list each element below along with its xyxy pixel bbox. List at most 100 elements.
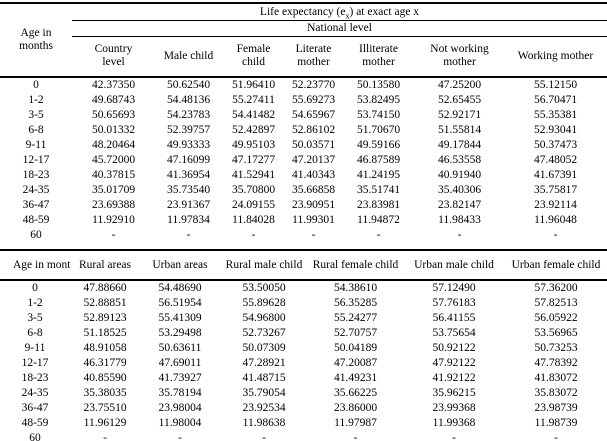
value-cell: 49.17844 — [437, 139, 482, 151]
value-cell: 53.74150 — [356, 109, 401, 121]
value-cell: 40.91940 — [437, 169, 482, 181]
table-row: 3-5 50.65693 54.23783 54.41482 54.65967 53.74… — [0, 108, 607, 123]
column-header-rural-areas: Rural areas — [70, 250, 140, 281]
table-row: 0 47.88660 54.48690 53.50050 54.38610 57.1249… — [0, 280, 607, 296]
value-cell: 23.83981 — [356, 199, 401, 211]
value-cell: 46.53558 — [437, 154, 482, 166]
value-cell: 23.92114 — [534, 199, 577, 211]
age-cell: 12-17 — [21, 357, 49, 369]
value-cell: 55.89628 — [242, 297, 286, 309]
table-row: 24-35 35.01709 35.73540 35.70800 35.66858 35.… — [0, 183, 607, 198]
value-cell: 11.94872 — [357, 214, 400, 226]
national-table-body: 0 42.37350 50.62540 51.96410 52.23770 50.1358… — [0, 77, 607, 249]
value-cell: 52.65455 — [437, 94, 482, 106]
table-row: 36-47 23.75510 23.98004 23.92534 23.86000 23.… — [0, 401, 607, 416]
value-cell: 23.69388 — [91, 199, 136, 211]
value-cell: - — [457, 229, 462, 241]
age-cell: 6-8 — [28, 124, 44, 136]
value-cell: 11.98433 — [438, 214, 481, 226]
age-cell: 60 — [29, 432, 41, 441]
area-level-table: Age in months Rural areas Urban areas Ru… — [0, 249, 607, 441]
value-cell: 35.96215 — [432, 387, 476, 399]
table-row: 18-23 40.37815 41.36954 41.52941 41.40343 41.… — [0, 168, 607, 183]
value-cell: 56.41155 — [432, 312, 476, 324]
table-row: 60 - - - - - - - — [0, 228, 607, 249]
value-cell: 41.73927 — [158, 372, 202, 384]
value-cell: 56.35285 — [333, 297, 378, 309]
value-cell: - — [262, 432, 266, 441]
value-cell: 50.07309 — [242, 342, 286, 354]
value-cell: - — [554, 432, 558, 441]
value-cell: 52.92171 — [437, 109, 482, 121]
column-header-working-mother: Working mother — [504, 36, 607, 78]
age-cell: 9-11 — [24, 342, 46, 354]
value-cell: 49.95103 — [231, 139, 276, 151]
value-cell: 57.82513 — [534, 297, 578, 309]
value-cell: 11.96129 — [83, 417, 127, 429]
value-cell: 46.87589 — [356, 154, 401, 166]
value-cell: 47.48052 — [533, 154, 578, 166]
value-cell: 56.70471 — [533, 94, 578, 106]
table-row: 1-2 49.68743 54.48136 55.27411 55.69273 53.82… — [0, 93, 607, 108]
table-row: 6-8 51.18525 53.29498 52.73267 52.70757 53.75… — [0, 326, 607, 341]
value-cell: 50.13580 — [356, 79, 401, 91]
value-cell: 56.51954 — [158, 297, 202, 309]
value-cell: 35.83072 — [534, 387, 578, 399]
value-cell: 48.20464 — [91, 139, 136, 151]
table-row: 18-23 40.85590 41.73927 41.48715 41.49231 41.… — [0, 371, 607, 386]
value-cell: 23.98004 — [158, 402, 202, 414]
column-header-literate-mother: Literate mother — [285, 36, 342, 78]
age-cell: 0 — [33, 79, 39, 91]
table-row: 0 42.37350 50.62540 51.96410 52.23770 50.1358… — [0, 77, 607, 93]
value-cell: 23.98739 — [534, 402, 578, 414]
value-cell: 24.09155 — [231, 199, 276, 211]
column-header-not-working-mother: Not working mother — [415, 36, 504, 78]
value-cell: 57.12490 — [432, 282, 476, 294]
area-table-header: Age in months Rural areas Urban areas Ru… — [0, 250, 607, 281]
value-cell: 55.24277 — [333, 312, 378, 324]
value-cell: 55.12150 — [533, 79, 578, 91]
column-header-urban-female-child: Urban female child — [505, 250, 607, 281]
value-cell: 35.66858 — [291, 184, 336, 196]
value-cell: 11.98638 — [242, 417, 286, 429]
table-row: 12-17 45.72000 47.16099 47.17277 47.20137 46.… — [0, 153, 607, 168]
value-cell: 23.82147 — [437, 199, 482, 211]
value-cell: 52.88851 — [83, 297, 127, 309]
value-cell: 41.40343 — [291, 169, 336, 181]
value-cell: 46.31779 — [83, 357, 127, 369]
title-subscript: x — [345, 10, 350, 20]
value-cell: 41.48715 — [242, 372, 286, 384]
value-cell: 50.63611 — [158, 342, 202, 354]
value-cell: 11.98739 — [534, 417, 578, 429]
value-cell: 54.48136 — [166, 94, 211, 106]
table-row: 24-35 35.38035 35.78194 35.79054 35.66225 35.… — [0, 386, 607, 401]
value-cell: 35.51741 — [356, 184, 401, 196]
value-cell: 35.66225 — [333, 387, 378, 399]
value-cell: 51.96410 — [231, 79, 276, 91]
age-cell: 6-8 — [27, 327, 43, 339]
value-cell: 51.55814 — [437, 124, 482, 136]
value-cell: 23.91367 — [166, 199, 211, 211]
table-row: 36-47 23.69388 23.91367 24.09155 23.90951 23.… — [0, 198, 607, 213]
value-cell: 47.78392 — [534, 357, 578, 369]
value-cell: 41.36954 — [166, 169, 211, 181]
value-cell: 11.99301 — [292, 214, 335, 226]
value-cell: 54.65967 — [291, 109, 336, 121]
value-cell: 54.41482 — [231, 109, 276, 121]
value-cell: - — [251, 229, 256, 241]
value-cell: - — [452, 432, 456, 441]
value-cell: 47.92122 — [432, 357, 476, 369]
value-cell: 52.73267 — [242, 327, 286, 339]
value-cell: 41.92122 — [432, 372, 476, 384]
value-cell: 55.41309 — [158, 312, 202, 324]
value-cell: 52.89123 — [83, 312, 127, 324]
age-cell: 1-2 — [28, 94, 44, 106]
value-cell: 47.28921 — [242, 357, 286, 369]
column-header-female-child: Female child — [222, 36, 285, 78]
value-cell: 41.83072 — [534, 372, 578, 384]
column-header-urban-male-child: Urban male child — [403, 250, 505, 281]
value-cell: 11.84028 — [232, 214, 275, 226]
age-cell: 36-47 — [21, 402, 49, 414]
value-cell: 52.93041 — [533, 124, 578, 136]
